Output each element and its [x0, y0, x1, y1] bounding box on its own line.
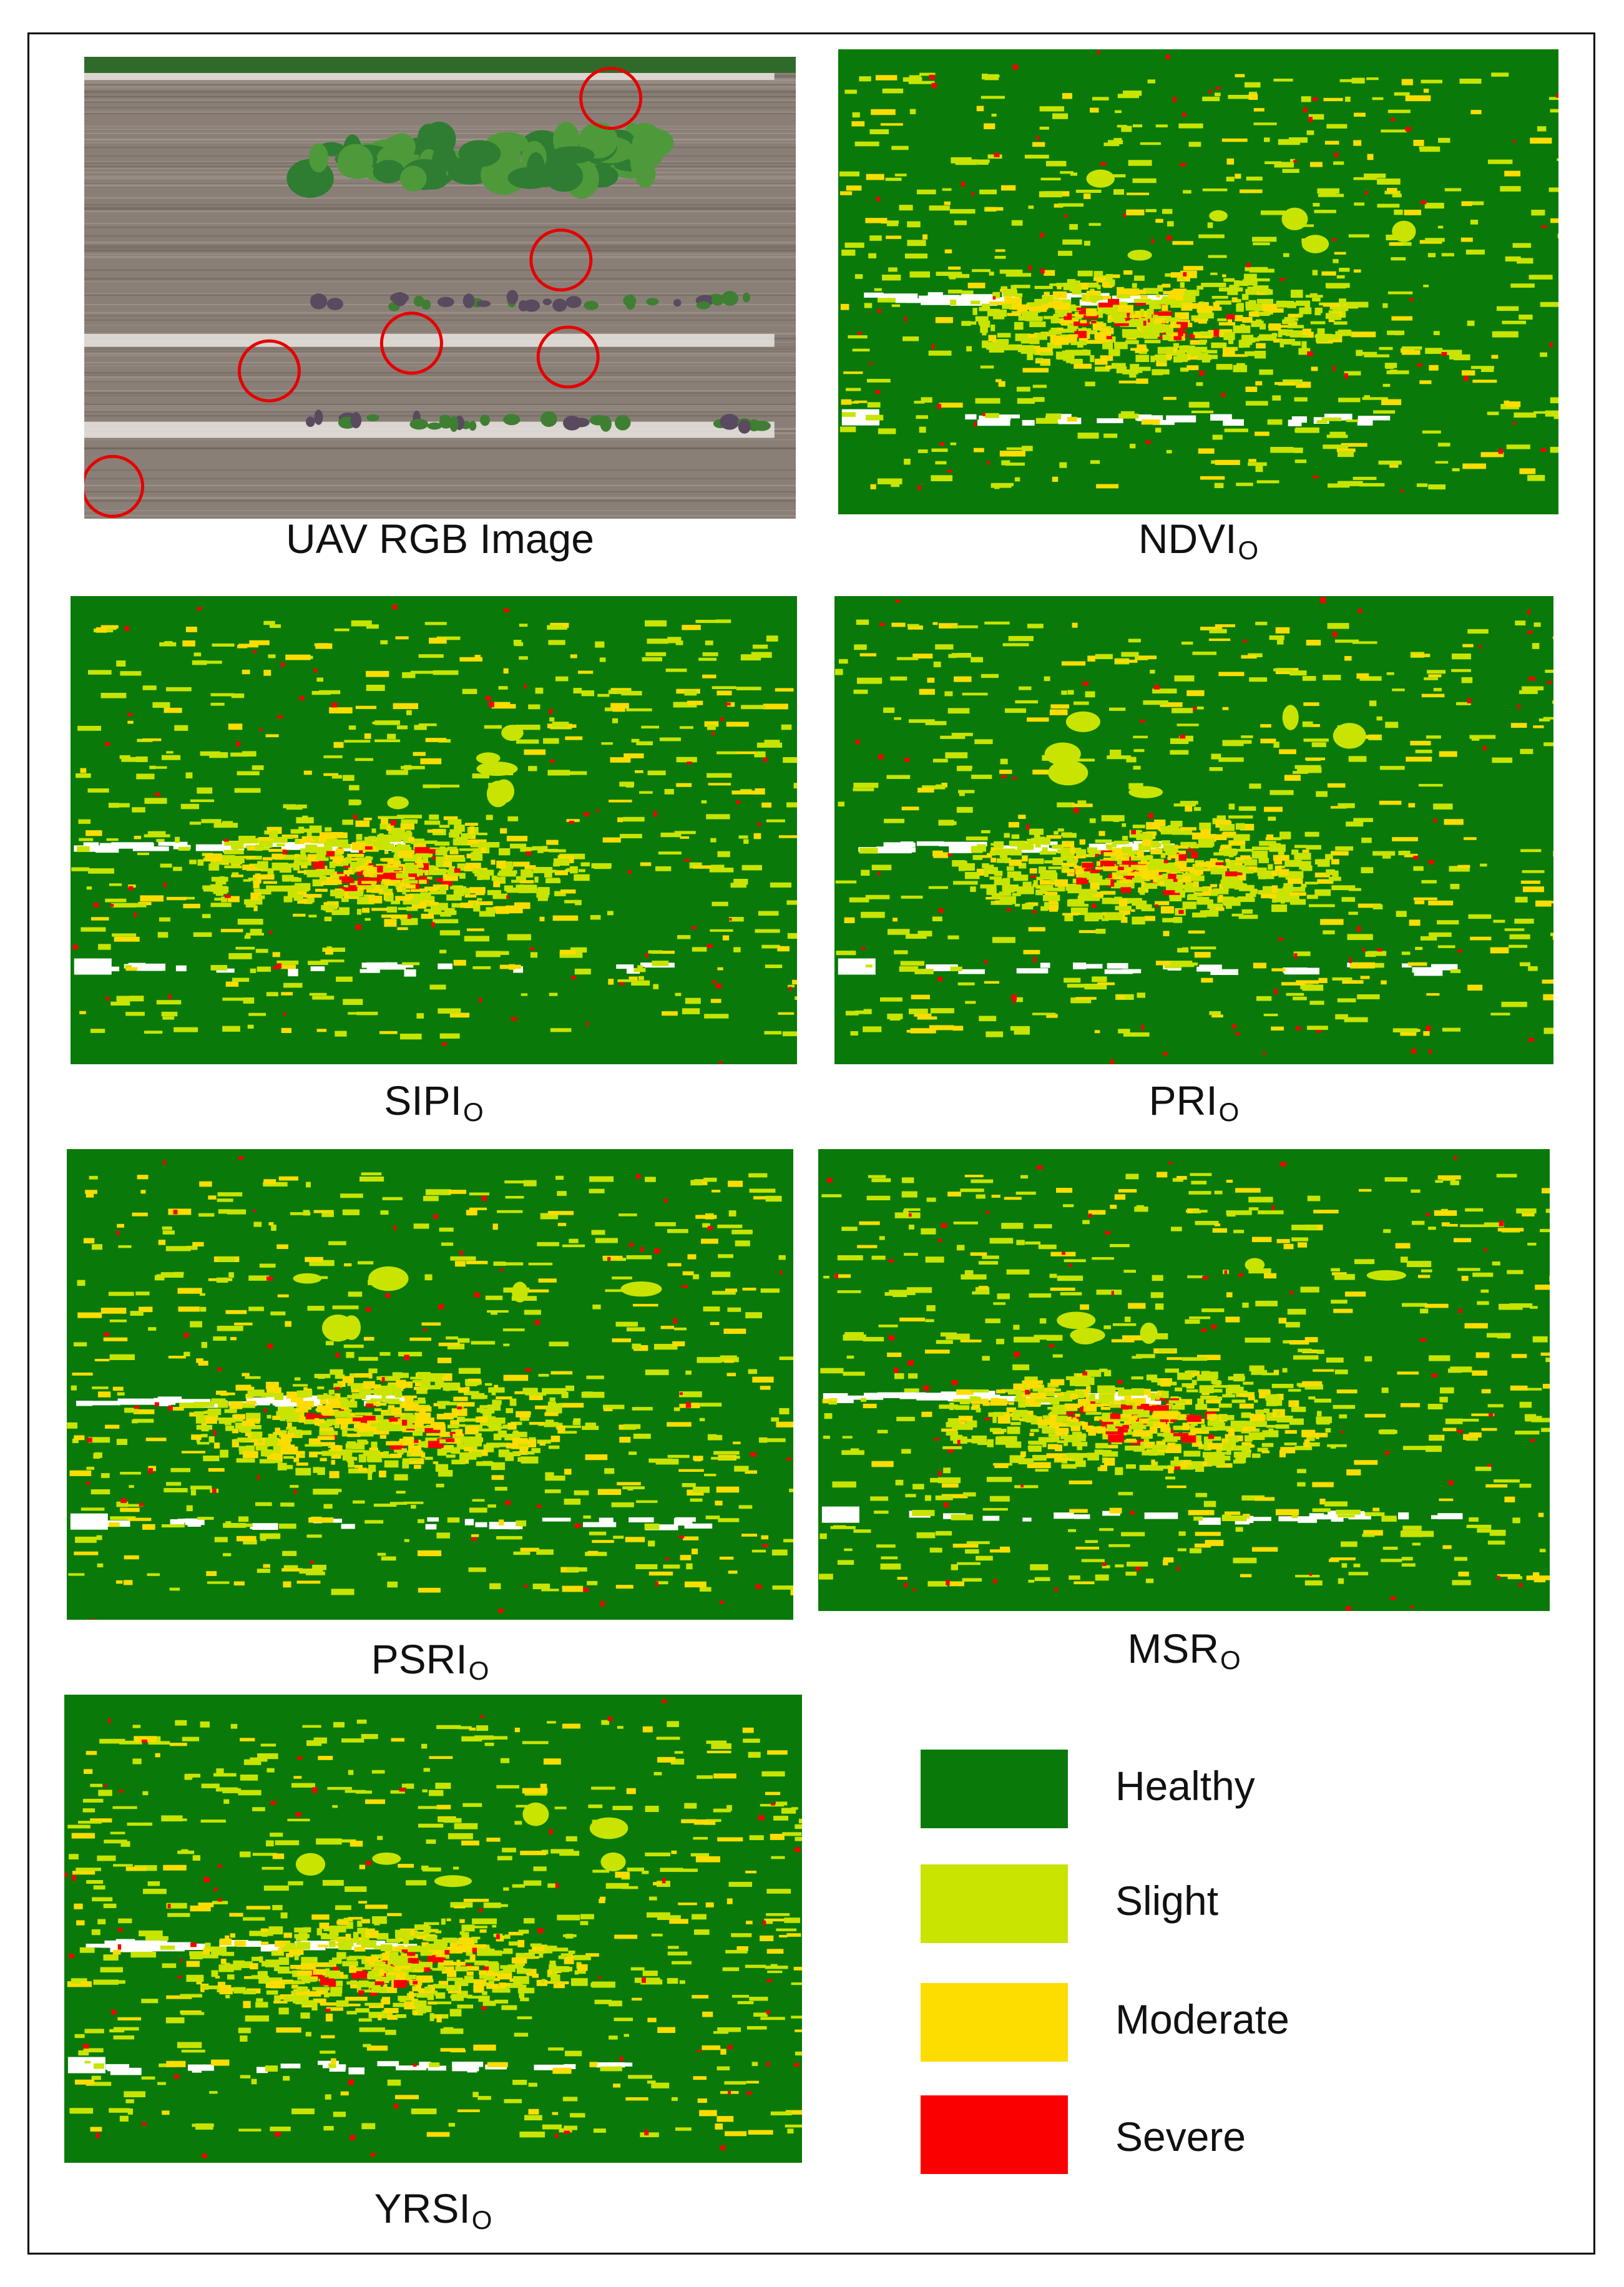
- caption-sipi-sub: O: [463, 1097, 484, 1127]
- msr-map: [818, 1149, 1550, 1611]
- caption-pri-main: PRI: [1148, 1077, 1218, 1124]
- caption-sipi-main: SIPI: [384, 1077, 462, 1124]
- red-circle-marker: [379, 311, 443, 375]
- msr-map-panel: [818, 1149, 1550, 1611]
- sipi-map: [71, 596, 797, 1064]
- red-circle-marker: [579, 67, 643, 130]
- uav-rgb-image: [84, 57, 796, 519]
- stress-patches: [71, 605, 797, 1064]
- healthy-background: [818, 1149, 1550, 1611]
- caption-ndvi-main: NDVI: [1138, 516, 1237, 562]
- stress-patches: [819, 1155, 1550, 1611]
- caption-msr-sub: O: [1220, 1645, 1241, 1675]
- legend-swatch-healthy: [921, 1750, 1068, 1828]
- legend-swatch-slight: [921, 1864, 1068, 1943]
- caption-msr-main: MSR: [1127, 1625, 1219, 1672]
- red-circle-marker: [529, 228, 593, 292]
- sipi-map-panel: [71, 596, 797, 1064]
- red-circle-marker: [237, 339, 301, 403]
- legend-swatch-severe: [921, 2095, 1068, 2174]
- caption-psri: PSRIO: [67, 1635, 793, 1686]
- pri-map: [834, 596, 1553, 1064]
- figure-frame: UAV RGB Image NDVIO SIPIO PRIO PSRIO MSR…: [27, 32, 1595, 2255]
- ndvi-map: [838, 49, 1558, 514]
- caption-pri-sub: O: [1218, 1097, 1240, 1127]
- caption-pri: PRIO: [834, 1077, 1553, 1127]
- caption-sipi: SIPIO: [71, 1077, 797, 1127]
- stress-patches: [64, 1700, 802, 2158]
- legend-label-moderate: Moderate: [1115, 1996, 1289, 2042]
- legend-swatch-moderate: [921, 1983, 1068, 2062]
- psri-map-panel: [67, 1149, 793, 1620]
- caption-yrsi-main: YRSI: [374, 2185, 471, 2231]
- caption-uav-rgb-main: UAV RGB Image: [286, 516, 594, 562]
- healthy-background: [64, 1695, 802, 2163]
- uav-rgb-panel: [84, 57, 796, 519]
- caption-psri-sub: O: [468, 1656, 489, 1685]
- red-circle-marker: [536, 325, 600, 389]
- pri-map-panel: [834, 596, 1553, 1064]
- caption-uav-rgb: UAV RGB Image: [84, 515, 796, 562]
- legend-label-slight: Slight: [1115, 1878, 1219, 1924]
- caption-ndvi-sub: O: [1238, 536, 1259, 565]
- red-circle-marker: [84, 454, 145, 518]
- legend-label-healthy: Healthy: [1115, 1763, 1255, 1809]
- stress-patches: [67, 1156, 793, 1620]
- psri-map: [67, 1149, 793, 1620]
- ndvi-map-panel: [838, 49, 1558, 514]
- stress-patches: [839, 50, 1558, 492]
- caption-ndvi: NDVIO: [838, 515, 1558, 566]
- caption-yrsi: YRSIO: [64, 2185, 802, 2235]
- yrsi-map-panel: [64, 1695, 802, 2163]
- caption-msr: MSRO: [818, 1625, 1550, 1675]
- infection-markers: [84, 67, 643, 518]
- caption-psri-main: PSRI: [371, 1636, 467, 1682]
- legend-label-severe: Severe: [1115, 2113, 1246, 2160]
- healthy-background: [838, 49, 1558, 514]
- yrsi-map: [64, 1695, 802, 2163]
- caption-yrsi-sub: O: [471, 2205, 492, 2235]
- stress-patches: [834, 597, 1553, 1064]
